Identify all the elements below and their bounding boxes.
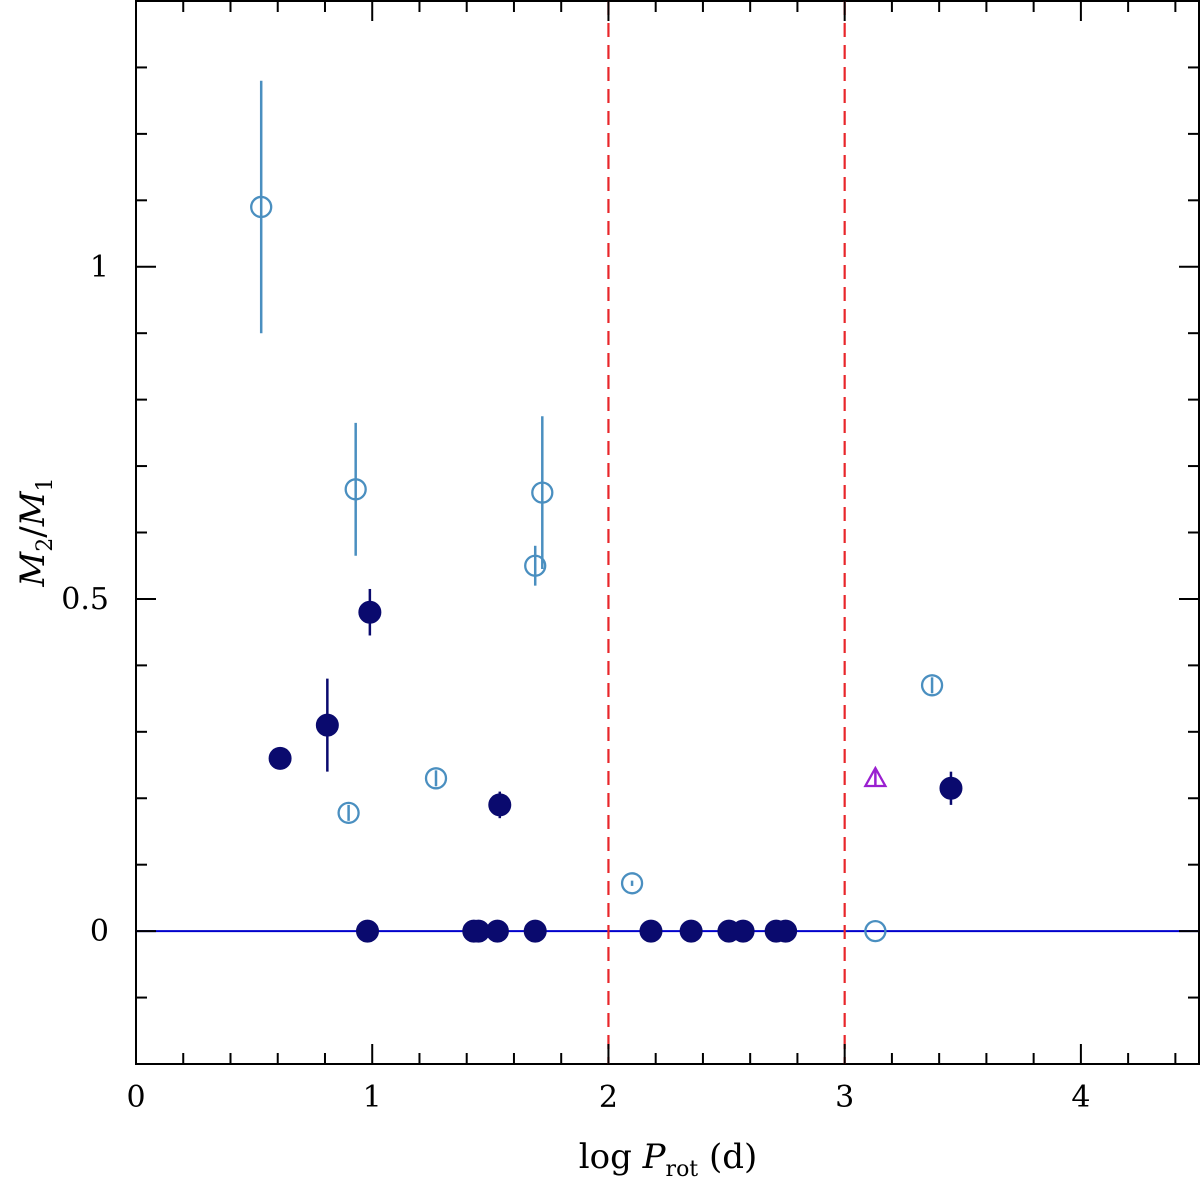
filled-data-point (488, 793, 512, 817)
open-data-point (424, 767, 448, 790)
plot-border (135, 0, 1200, 1065)
axis-ticks: 0 1 2 3 4 0 0.5 1 (61, 0, 1199, 1115)
filled-data-point (939, 776, 963, 800)
open-data-point (524, 554, 547, 577)
open-data-point (920, 674, 944, 697)
reference-lines (136, 1, 1199, 1064)
filled-data-point (774, 919, 798, 943)
open-data-point (250, 195, 273, 219)
x-tick-label: 4 (1071, 1080, 1090, 1115)
open-data-point (344, 478, 367, 501)
filled-data-point (355, 919, 379, 943)
y-tick-label: 0 (90, 914, 109, 949)
filled-data-point (679, 919, 703, 943)
data-points (250, 80, 963, 943)
filled-data-point (639, 919, 663, 943)
y-tick-label: 1 (90, 250, 109, 285)
y-tick-label: 0.5 (61, 582, 109, 617)
x-tick-label: 3 (835, 1080, 854, 1115)
filled-data-point (315, 713, 339, 737)
x-axis-label: log Prot (d) (579, 1137, 758, 1177)
x-tick-label: 1 (363, 1080, 382, 1115)
filled-data-point (358, 600, 382, 624)
open-data-point (531, 481, 554, 504)
plot-frame (135, 0, 1200, 1065)
filled-data-point (268, 746, 292, 770)
filled-data-point (731, 919, 755, 943)
open-data-point (864, 919, 887, 943)
x-tick-label: 0 (126, 1080, 145, 1115)
open-data-point (337, 801, 360, 825)
open-data-point (620, 872, 644, 895)
x-tick-label: 2 (599, 1080, 618, 1115)
y-axis-label: M2/M1 (13, 477, 58, 587)
filled-data-point (485, 919, 509, 943)
filled-data-point (523, 919, 547, 943)
triangle-data-point (863, 765, 888, 788)
